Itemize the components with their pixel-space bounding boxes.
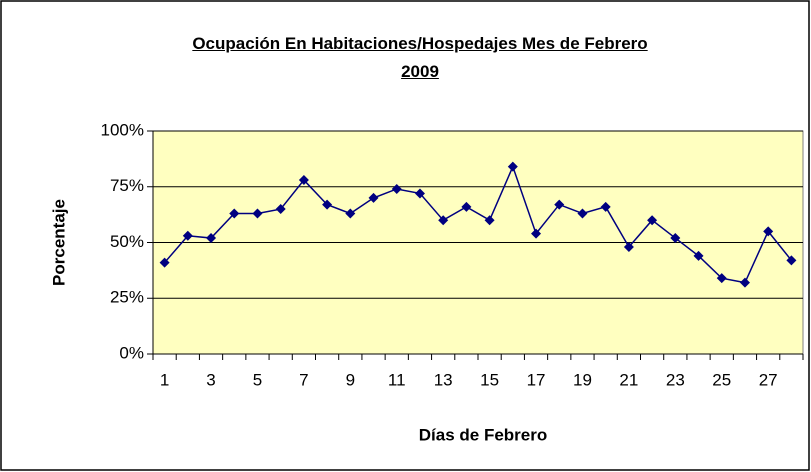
data-point xyxy=(623,241,634,252)
data-point xyxy=(298,175,309,186)
data-point xyxy=(577,208,588,219)
x-tick-label: 1 xyxy=(160,370,169,389)
data-point xyxy=(345,208,356,219)
x-tick-label: 11 xyxy=(388,370,406,389)
y-tick-label: 75% xyxy=(110,176,144,195)
x-tick-label: 7 xyxy=(299,370,308,389)
data-point xyxy=(670,233,681,244)
data-point xyxy=(391,183,402,194)
data-point xyxy=(229,208,240,219)
y-tick-label: 50% xyxy=(110,232,144,251)
y-tick-label: 100% xyxy=(101,120,144,139)
x-tick-label: 9 xyxy=(346,370,355,389)
x-tick-label: 23 xyxy=(666,370,685,389)
data-point xyxy=(159,257,170,268)
data-point xyxy=(531,228,542,239)
y-axis-label: Porcentaje xyxy=(49,199,68,286)
series-line xyxy=(164,164,792,284)
data-point xyxy=(507,161,518,172)
data-point xyxy=(484,215,495,226)
data-point xyxy=(693,250,704,261)
data-point xyxy=(763,226,774,237)
x-tick-label: 21 xyxy=(619,370,638,389)
x-tick-label: 25 xyxy=(712,370,731,389)
data-point xyxy=(600,201,611,212)
x-tick-label: 17 xyxy=(527,370,546,389)
data-point xyxy=(275,204,286,215)
data-point xyxy=(322,199,333,210)
x-tick-label: 15 xyxy=(480,370,499,389)
data-point xyxy=(554,199,565,210)
data-point xyxy=(414,188,425,199)
data-point xyxy=(182,230,193,241)
data-point xyxy=(647,215,658,226)
x-tick-label: 27 xyxy=(759,370,778,389)
data-point xyxy=(438,215,449,226)
y-tick-label: 0% xyxy=(119,343,144,362)
x-tick-label: 13 xyxy=(434,370,453,389)
x-tick-label: 3 xyxy=(206,370,215,389)
x-tick-label: 5 xyxy=(253,370,262,389)
data-point xyxy=(739,277,750,288)
data-point xyxy=(252,208,263,219)
data-point xyxy=(206,233,217,244)
data-point xyxy=(368,192,379,203)
data-point xyxy=(786,255,797,266)
y-tick-label: 25% xyxy=(110,288,144,307)
chart-title: Ocupación En Habitaciones/Hospedajes Mes… xyxy=(192,34,648,81)
data-point xyxy=(716,273,727,284)
x-axis-label: Días de Febrero xyxy=(419,425,548,444)
x-tick-label: 19 xyxy=(573,370,592,389)
data-point xyxy=(461,201,472,212)
